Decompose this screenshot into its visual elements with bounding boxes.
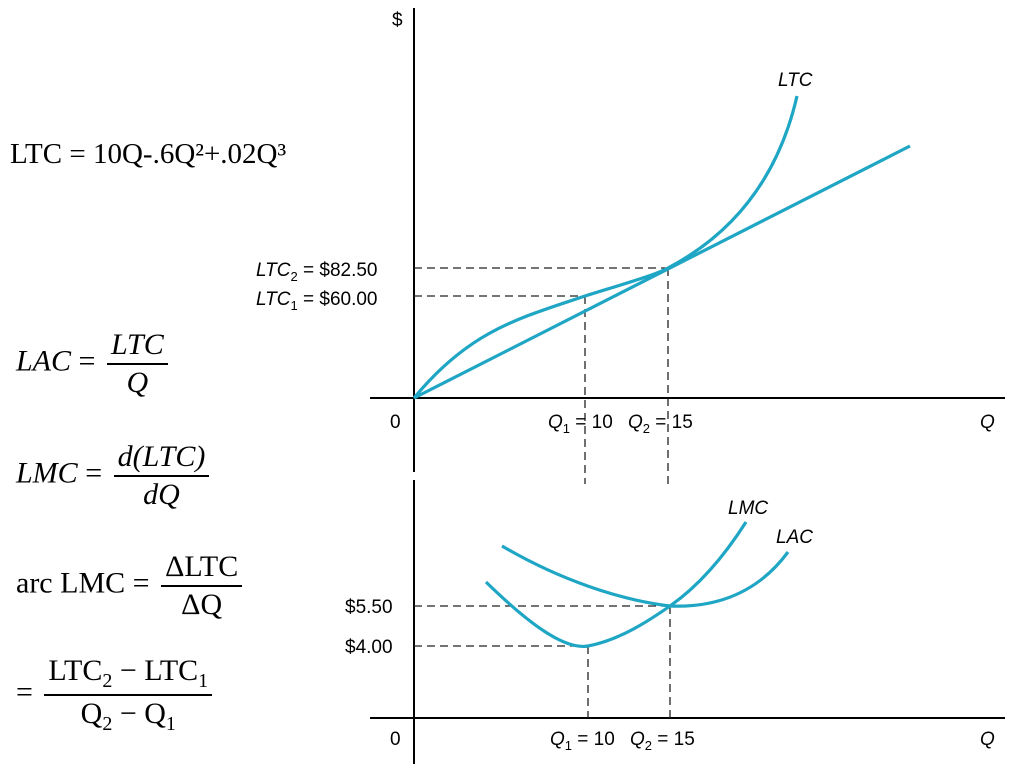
lmc-denominator: dQ (143, 477, 180, 511)
bottom-q2-label: Q2 = 15 (630, 729, 695, 753)
lac-curve (501, 544, 790, 608)
arc-lhs: arc LMC (16, 566, 126, 600)
ltc-curve-label: LTC (778, 70, 813, 91)
p-high-label: $5.50 (345, 597, 393, 618)
ltc2-label: LTC2 = $82.50 (256, 260, 378, 284)
ltc1-label: LTC1 = $60.00 (256, 289, 378, 313)
lac-equation: LAC = LTC Q (16, 328, 172, 400)
lmc-lhs: LMC (16, 456, 78, 490)
arc-denominator: ΔQ (181, 587, 223, 621)
arc-lmc-equation: arc LMC = ΔLTC ΔQ (16, 550, 246, 622)
lmc-numerator: d(LTC) (117, 440, 206, 473)
p-low-label: $4.00 (345, 637, 393, 658)
arc-expanded-numerator: LTC2 − LTC1 (48, 654, 209, 692)
arc-expanded-fraction: LTC2 − LTC1 Q2 − Q1 (44, 654, 213, 736)
lmc-curve-label: LMC (728, 498, 768, 519)
top-origin-label: 0 (390, 412, 401, 433)
top-x-axis-label: Q (980, 412, 995, 433)
lac-curve-label: LAC (776, 527, 813, 548)
lac-numerator: LTC (110, 328, 164, 361)
top-q2-label: Q2 = 15 (628, 412, 693, 436)
arc-lmc-expanded: = LTC2 − LTC1 Q2 − Q1 (16, 654, 216, 736)
bottom-x-axis-label: Q (980, 729, 995, 750)
bottom-chart: Q 0 LMC LAC $5.50 $4.00 Q1 = 10 Q2 = 15 (345, 480, 1005, 764)
bottom-origin-label: 0 (390, 729, 401, 750)
ltc-curve (412, 95, 799, 400)
arc-numerator: ΔLTC (165, 550, 239, 583)
top-q1-label: Q1 = 10 (548, 412, 613, 436)
lmc-fraction: d(LTC) dQ (113, 440, 210, 512)
lmc-equation: LMC = d(LTC) dQ (16, 440, 213, 512)
ltc-equation: LTC = 10Q-.6Q²+.02Q³ (10, 138, 287, 170)
lac-denominator: Q (126, 365, 149, 399)
lmc-curve (484, 521, 748, 648)
lac-fraction: LTC Q (106, 328, 168, 400)
arc-fraction: ΔLTC ΔQ (161, 550, 243, 622)
bottom-q1-label: Q1 = 10 (550, 729, 615, 753)
top-chart: $ Q 0 LTC LTC2 = $82.50 LTC1 = $60.00 Q1… (256, 8, 1005, 484)
lac-lhs: LAC (16, 344, 72, 378)
arc-expanded-denominator: Q2 − Q1 (80, 696, 176, 735)
top-y-axis-label: $ (392, 10, 403, 31)
